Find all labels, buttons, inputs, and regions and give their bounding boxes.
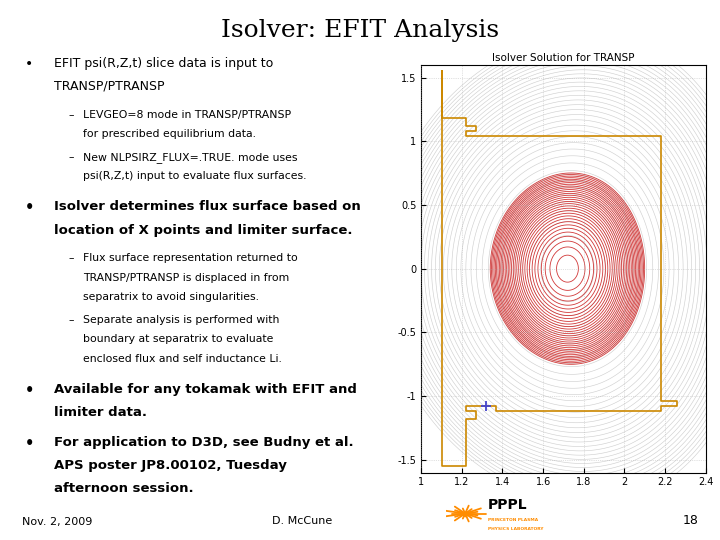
Text: –: – <box>68 110 74 120</box>
Title: Isolver Solution for TRANSP: Isolver Solution for TRANSP <box>492 52 634 63</box>
Text: PPPL: PPPL <box>487 498 527 512</box>
Text: •: • <box>25 200 35 215</box>
Text: For application to D3D, see Budny et al.: For application to D3D, see Budny et al. <box>54 436 354 449</box>
Text: Flux surface representation returned to: Flux surface representation returned to <box>83 253 297 264</box>
Text: Available for any tokamak with EFIT and: Available for any tokamak with EFIT and <box>54 383 357 396</box>
Text: •: • <box>25 383 35 398</box>
Text: TRANSP/PTRANSP is displaced in from: TRANSP/PTRANSP is displaced in from <box>83 273 289 283</box>
Text: –: – <box>68 315 74 325</box>
Text: TRANSP/PTRANSP: TRANSP/PTRANSP <box>54 80 164 93</box>
Text: enclosed flux and self inductance Li.: enclosed flux and self inductance Li. <box>83 354 282 364</box>
Text: afternoon session.: afternoon session. <box>54 482 194 495</box>
Text: EFIT psi(R,Z,t) slice data is input to: EFIT psi(R,Z,t) slice data is input to <box>54 57 274 70</box>
Text: separatrix to avoid singularities.: separatrix to avoid singularities. <box>83 292 258 302</box>
Text: LEVGEO=8 mode in TRANSP/PTRANSP: LEVGEO=8 mode in TRANSP/PTRANSP <box>83 110 291 120</box>
Text: psi(R,Z,t) input to evaluate flux surfaces.: psi(R,Z,t) input to evaluate flux surfac… <box>83 171 306 181</box>
Text: PRINCETON PLASMA: PRINCETON PLASMA <box>487 518 538 522</box>
Text: location of X points and limiter surface.: location of X points and limiter surface… <box>54 224 353 237</box>
Text: •: • <box>25 436 35 451</box>
Text: PHYSICS LABORATORY: PHYSICS LABORATORY <box>487 526 543 530</box>
Text: for prescribed equilibrium data.: for prescribed equilibrium data. <box>83 129 256 139</box>
Text: Nov. 2, 2009: Nov. 2, 2009 <box>22 516 92 526</box>
Text: 18: 18 <box>683 514 698 526</box>
Text: Separate analysis is performed with: Separate analysis is performed with <box>83 315 279 325</box>
Text: Isolver: EFIT Analysis: Isolver: EFIT Analysis <box>221 19 499 42</box>
Text: D. McCune: D. McCune <box>272 516 333 526</box>
Text: limiter data.: limiter data. <box>54 406 147 419</box>
Text: –: – <box>68 253 74 264</box>
Text: Isolver determines flux surface based on: Isolver determines flux surface based on <box>54 200 361 213</box>
Text: New NLPSIRZ_FLUX=.TRUE. mode uses: New NLPSIRZ_FLUX=.TRUE. mode uses <box>83 152 297 163</box>
Text: •: • <box>25 57 33 71</box>
Text: APS poster JP8.00102, Tuesday: APS poster JP8.00102, Tuesday <box>54 459 287 472</box>
Text: –: – <box>68 152 74 162</box>
Text: boundary at separatrix to evaluate: boundary at separatrix to evaluate <box>83 334 273 345</box>
